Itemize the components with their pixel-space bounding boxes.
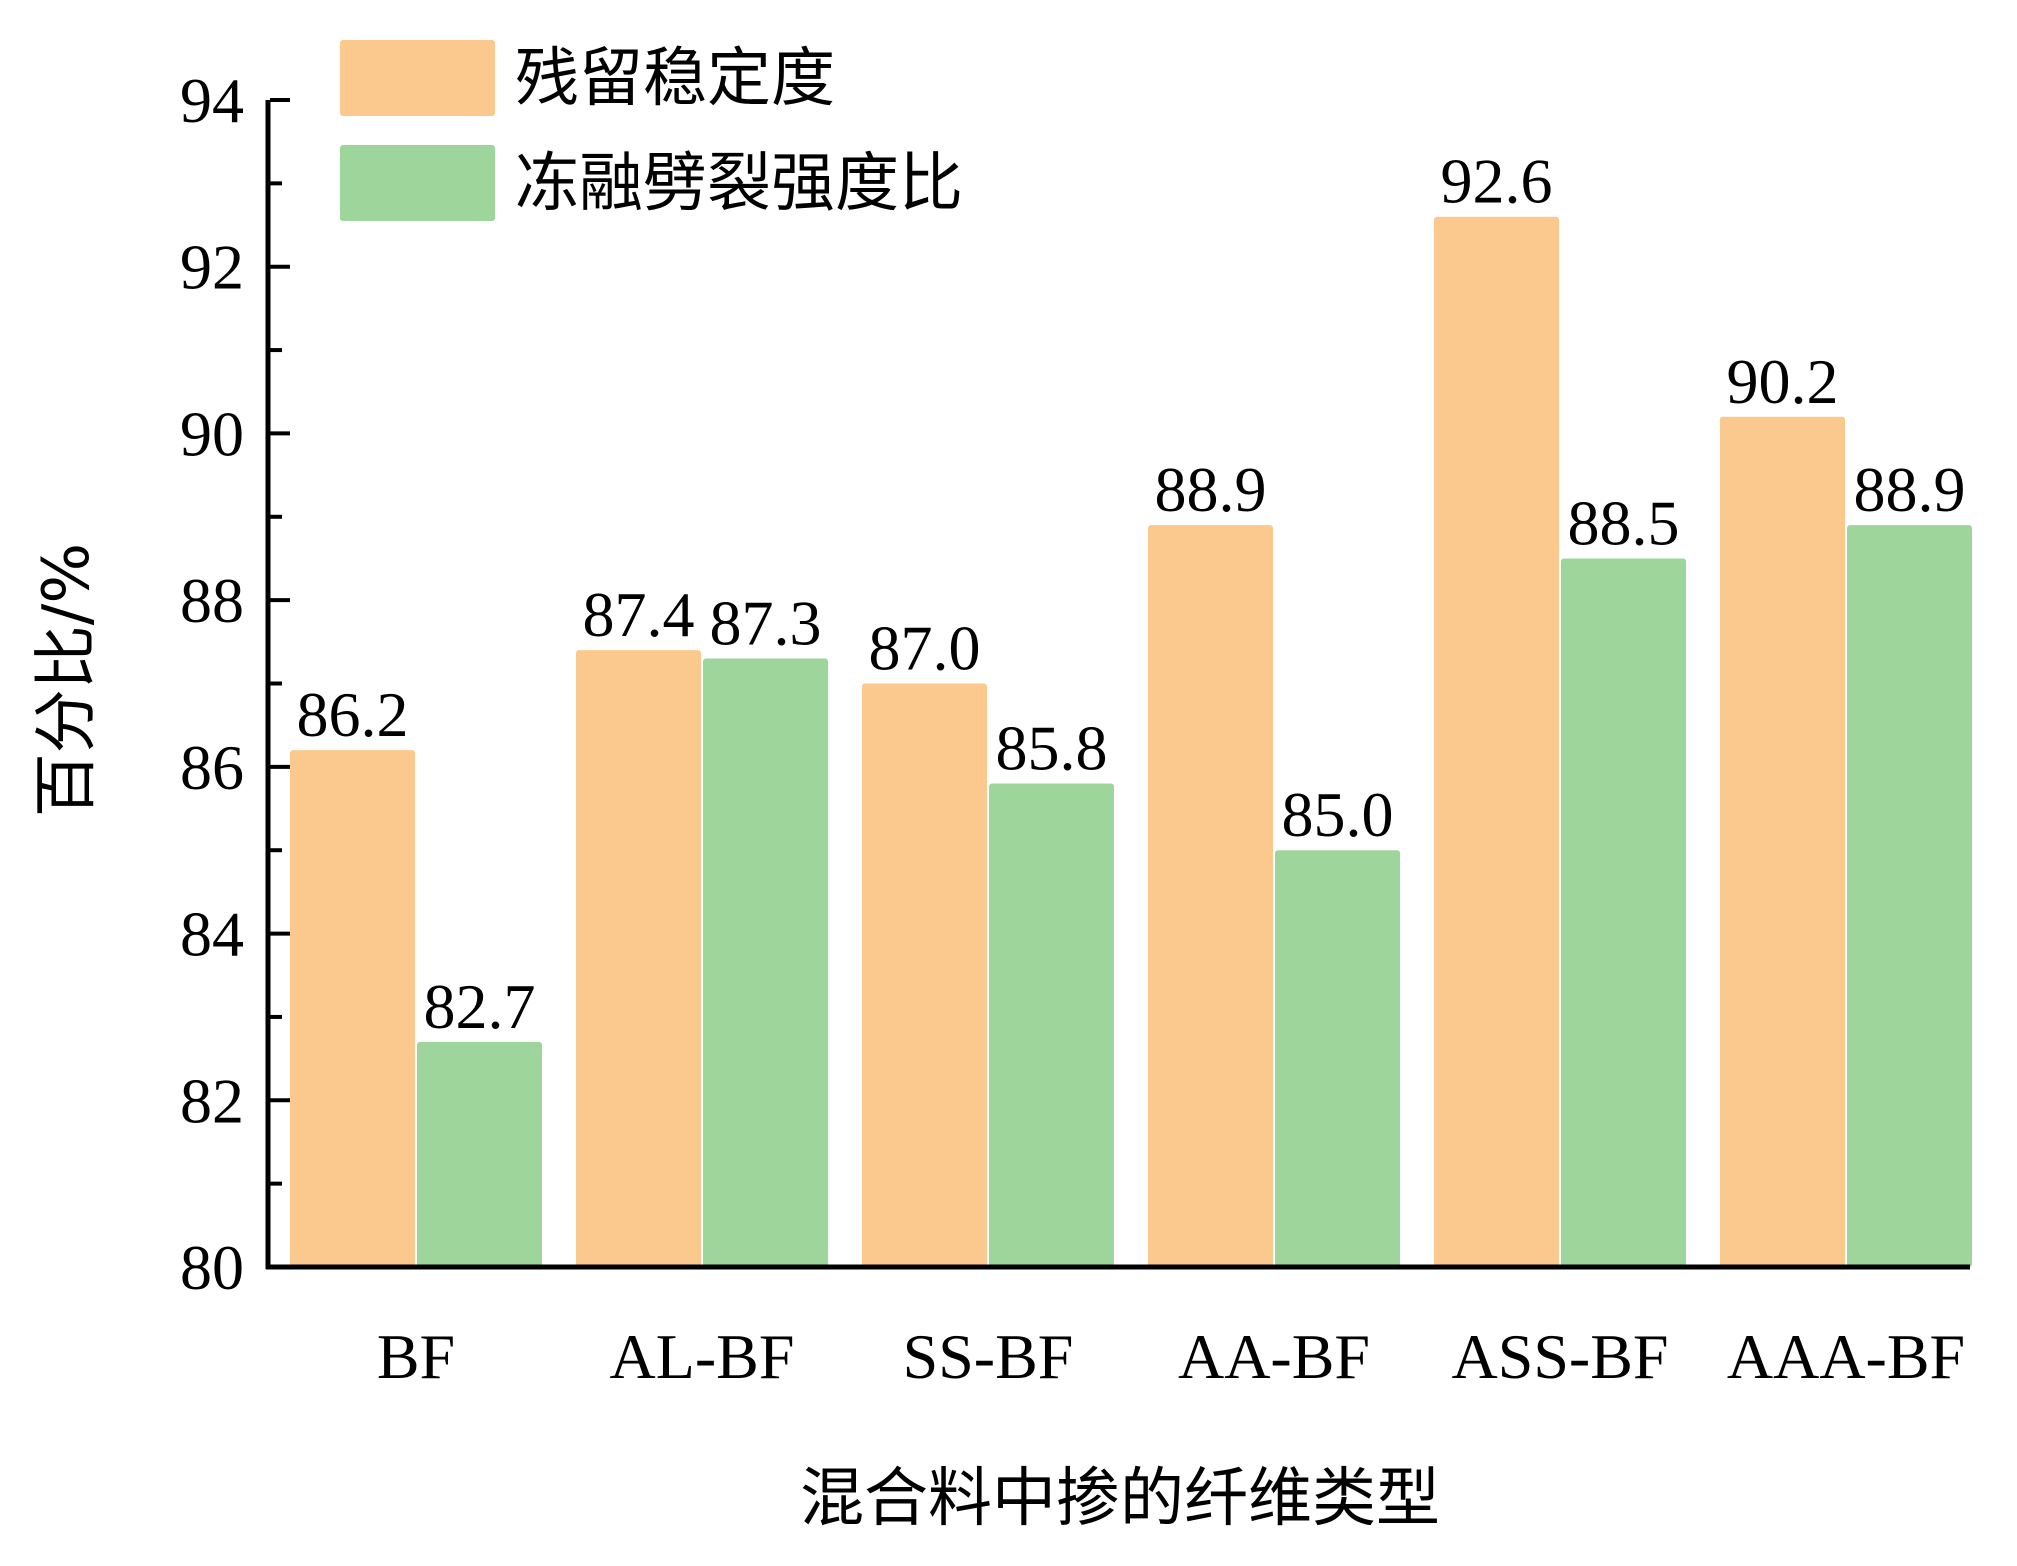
data-labels-layer: 86.2 82.7 87.4 87.3 87.085.8 88.9 85.0 92.6 88.5… [297, 146, 1966, 1042]
x-tick-label-bf: BF [377, 1321, 455, 1392]
x-tick-label-aa-bf: AA-BF [1178, 1321, 1370, 1392]
bar-tsr-ass-bf [1561, 558, 1686, 1267]
data-label-tsr-bf: 82.7 [424, 971, 536, 1042]
y-tick-label-80: 80 [180, 1232, 244, 1303]
legend-swatch-tsr [340, 145, 495, 221]
data-label-residual-stability-aaa-bf: 90.2 [1727, 346, 1839, 417]
bar-tsr-aa-bf [1275, 850, 1400, 1267]
legend-swatch-residual-stability [340, 40, 495, 116]
x-axis-title: 混合料中掺的纤维类型 [800, 1462, 1440, 1536]
y-tick-label-92: 92 [180, 232, 244, 303]
data-label-residual-stability-al-bf: 87.4 [583, 579, 695, 650]
bar-tsr-bf [417, 1041, 542, 1267]
y-tick-label-88: 88 [180, 565, 244, 636]
data-label-residual-stability-ass-bf: 92.6 [1441, 146, 1553, 217]
bar-tsr-aaa-bf [1847, 525, 1972, 1267]
legend-label-tsr: 冻融劈裂强度比 [515, 147, 963, 221]
data-label-tsr-ss-bf: 85.8 [996, 713, 1108, 784]
data-label-tsr-ass-bf: 88.5 [1568, 487, 1680, 558]
bars-layer [290, 216, 1972, 1268]
legend-label-residual-stability: 残留稳定度 [515, 42, 835, 116]
bar-tsr-ss-bf [989, 783, 1114, 1267]
y-axis-title: 百分比/% [30, 543, 104, 817]
y-tick-label-84: 84 [180, 899, 244, 970]
data-label-tsr-aa-bf: 85.0 [1282, 779, 1394, 850]
y-tick-label-86: 86 [180, 732, 244, 803]
bar-tsr-al-bf [703, 658, 828, 1267]
data-label-residual-stability-bf: 86.2 [297, 679, 409, 750]
data-label-residual-stability-ss-bf: 87.0 [869, 613, 981, 684]
y-tick-label-82: 82 [180, 1065, 244, 1136]
bar-residual-stability-aa-bf [1148, 525, 1273, 1267]
y-tick-label-90: 90 [180, 398, 244, 469]
x-tick-label-aaa-bf: AAA-BF [1727, 1321, 1965, 1392]
bar-residual-stability-al-bf [576, 650, 701, 1267]
axes-layer: BF AL-BF SS-BF AA-BF ASS-BF AAA-BF 80 82 84 86 88 9… [180, 65, 1970, 1392]
data-label-residual-stability-aa-bf: 88.9 [1155, 454, 1267, 525]
data-label-tsr-al-bf: 87.3 [710, 587, 822, 658]
y-tick-label-94: 94 [180, 65, 244, 136]
bar-residual-stability-ss-bf [862, 683, 987, 1267]
bar-residual-stability-aaa-bf [1720, 416, 1845, 1267]
bar-residual-stability-bf [290, 750, 415, 1267]
data-label-tsr-aaa-bf: 88.9 [1854, 454, 1966, 525]
x-tick-label-al-bf: AL-BF [610, 1321, 795, 1392]
x-tick-label-ss-bf: SS-BF [903, 1321, 1074, 1392]
x-tick-label-ass-bf: ASS-BF [1452, 1321, 1669, 1392]
bar-residual-stability-ass-bf [1434, 216, 1559, 1268]
